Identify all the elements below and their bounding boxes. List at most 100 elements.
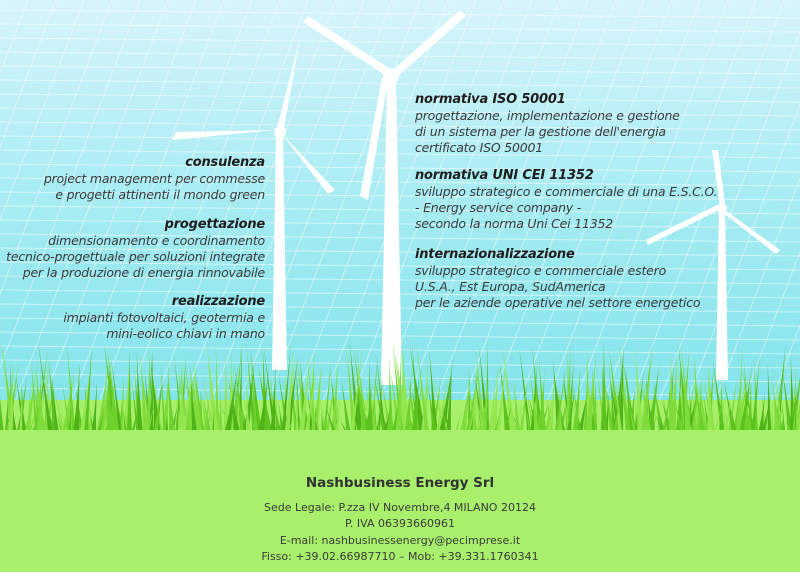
grid-line [511, 0, 673, 420]
contact-footer: Nashbusiness Energy Srl Sede Legale: P.z… [0, 475, 800, 566]
grass-blade [394, 345, 402, 450]
grass-blade [107, 347, 123, 450]
service-title: consulenza [185, 155, 265, 170]
grass-blade [616, 342, 624, 450]
service-title: normativa ISO 50001 [415, 92, 566, 107]
grass-blade [353, 345, 371, 450]
grid-line [287, 0, 449, 420]
grid-line [0, 0, 141, 369]
service-title: internazionalizzazione [415, 247, 575, 262]
grid-line [0, 93, 800, 103]
grid-line [0, 23, 800, 33]
grid-line [0, 79, 800, 89]
vat-number: P. IVA 06393660961 [345, 517, 455, 530]
grid-line [399, 0, 561, 420]
grass-blade [82, 342, 92, 450]
service-consulenza: consulenza project management per commes… [44, 155, 265, 203]
grass-blade [175, 360, 186, 450]
grass-blade [401, 367, 412, 450]
grid-line [0, 121, 800, 131]
grass-blade [206, 341, 222, 450]
grid-line [0, 247, 800, 257]
service-line: dimensionamento e coordinamento [48, 233, 265, 248]
grass-blade [562, 358, 574, 450]
service-title: progettazione [164, 217, 266, 232]
service-line: U.S.A., Est Europa, SudAmerica [415, 279, 606, 294]
grass-blade [705, 361, 716, 450]
grid-line [0, 261, 800, 271]
service-progettazione: progettazione dimensionamento e coordina… [6, 217, 265, 281]
grass-blade [388, 356, 395, 450]
grass-blade [409, 345, 430, 450]
grass-blade [70, 361, 80, 450]
email[interactable]: E-mail: nashbusinessenergy@pecimprese.it [279, 533, 521, 547]
service-title: realizzazione [171, 294, 265, 309]
grass-base [0, 430, 800, 450]
turbine-left [172, 38, 335, 370]
grass-blade [637, 343, 653, 450]
service-line: per le aziende operative nel settore ene… [415, 295, 701, 310]
grid-line [0, 233, 800, 243]
grid-line [35, 0, 197, 420]
grid-line [0, 0, 85, 222]
grass-blade [601, 362, 610, 450]
grass-blade [634, 344, 647, 450]
service-iso-50001: normativa ISO 50001 progettazione, imple… [415, 92, 680, 156]
service-line: sviluppo strategico e commerciale di una… [415, 184, 718, 199]
grass-blade [754, 355, 760, 450]
grass-blade [136, 350, 145, 450]
service-line: secondo la norma Uni Cei 11352 [415, 216, 613, 231]
grid-line [0, 163, 800, 173]
grass-blade [569, 363, 581, 450]
grass-blade [147, 349, 154, 450]
service-line: e progetti attinenti il mondo green [55, 187, 265, 202]
grid-line [651, 30, 800, 420]
grass-blade [67, 344, 78, 450]
grid-line [231, 0, 393, 420]
grid-line [147, 0, 309, 420]
grid-line [595, 0, 757, 420]
phone-numbers: Fisso: +39.02.66987710 – Mob: +39.331.17… [261, 550, 539, 563]
grid-line [0, 0, 57, 149]
service-line: impianti fotovoltaici, geotermia e [63, 310, 265, 325]
service-line: mini-eolico chiavi in mano [106, 326, 265, 341]
grid-line [343, 0, 505, 420]
grass-blade [328, 353, 339, 450]
service-uni-cei-11352: normativa UNI CEI 11352 sviluppo strateg… [415, 168, 718, 232]
service-line: per la produzione di energia rinnovabile [22, 265, 265, 280]
grid-line [0, 149, 800, 159]
grid-line [0, 9, 800, 19]
grid-line [0, 37, 800, 47]
turbine-center [303, 10, 466, 385]
service-line: project management per commesse [43, 171, 265, 186]
grid-line [567, 0, 729, 420]
service-line: certificato ISO 50001 [415, 140, 544, 155]
grass-blade [245, 369, 250, 450]
grid-line [0, 205, 800, 215]
company-name: Nashbusiness Energy Srl [305, 475, 495, 491]
grid-line [539, 0, 701, 420]
grid-line [175, 0, 337, 420]
grass-blade [246, 346, 259, 450]
grass-blade [282, 340, 295, 450]
grid-line [63, 0, 225, 420]
grass-blade [167, 369, 179, 450]
grass-blade [788, 363, 797, 450]
service-line: - Energy service company - [415, 200, 582, 215]
grid-line [735, 250, 800, 420]
service-line: progettazione, implementazione e gestion… [415, 108, 680, 123]
grass-blade [267, 362, 276, 450]
grid-line [0, 0, 29, 75]
grid-line [623, 0, 785, 420]
grass-blade [766, 362, 773, 450]
grass-blade [681, 344, 694, 450]
grid-line [0, 191, 800, 201]
grid-line [0, 51, 800, 61]
grid-line [763, 324, 800, 420]
grid-line [0, 135, 800, 145]
grid-line [483, 0, 645, 420]
grid-line [0, 219, 800, 229]
grass [0, 340, 800, 450]
grid-line [427, 0, 589, 420]
grid-line [0, 107, 800, 117]
